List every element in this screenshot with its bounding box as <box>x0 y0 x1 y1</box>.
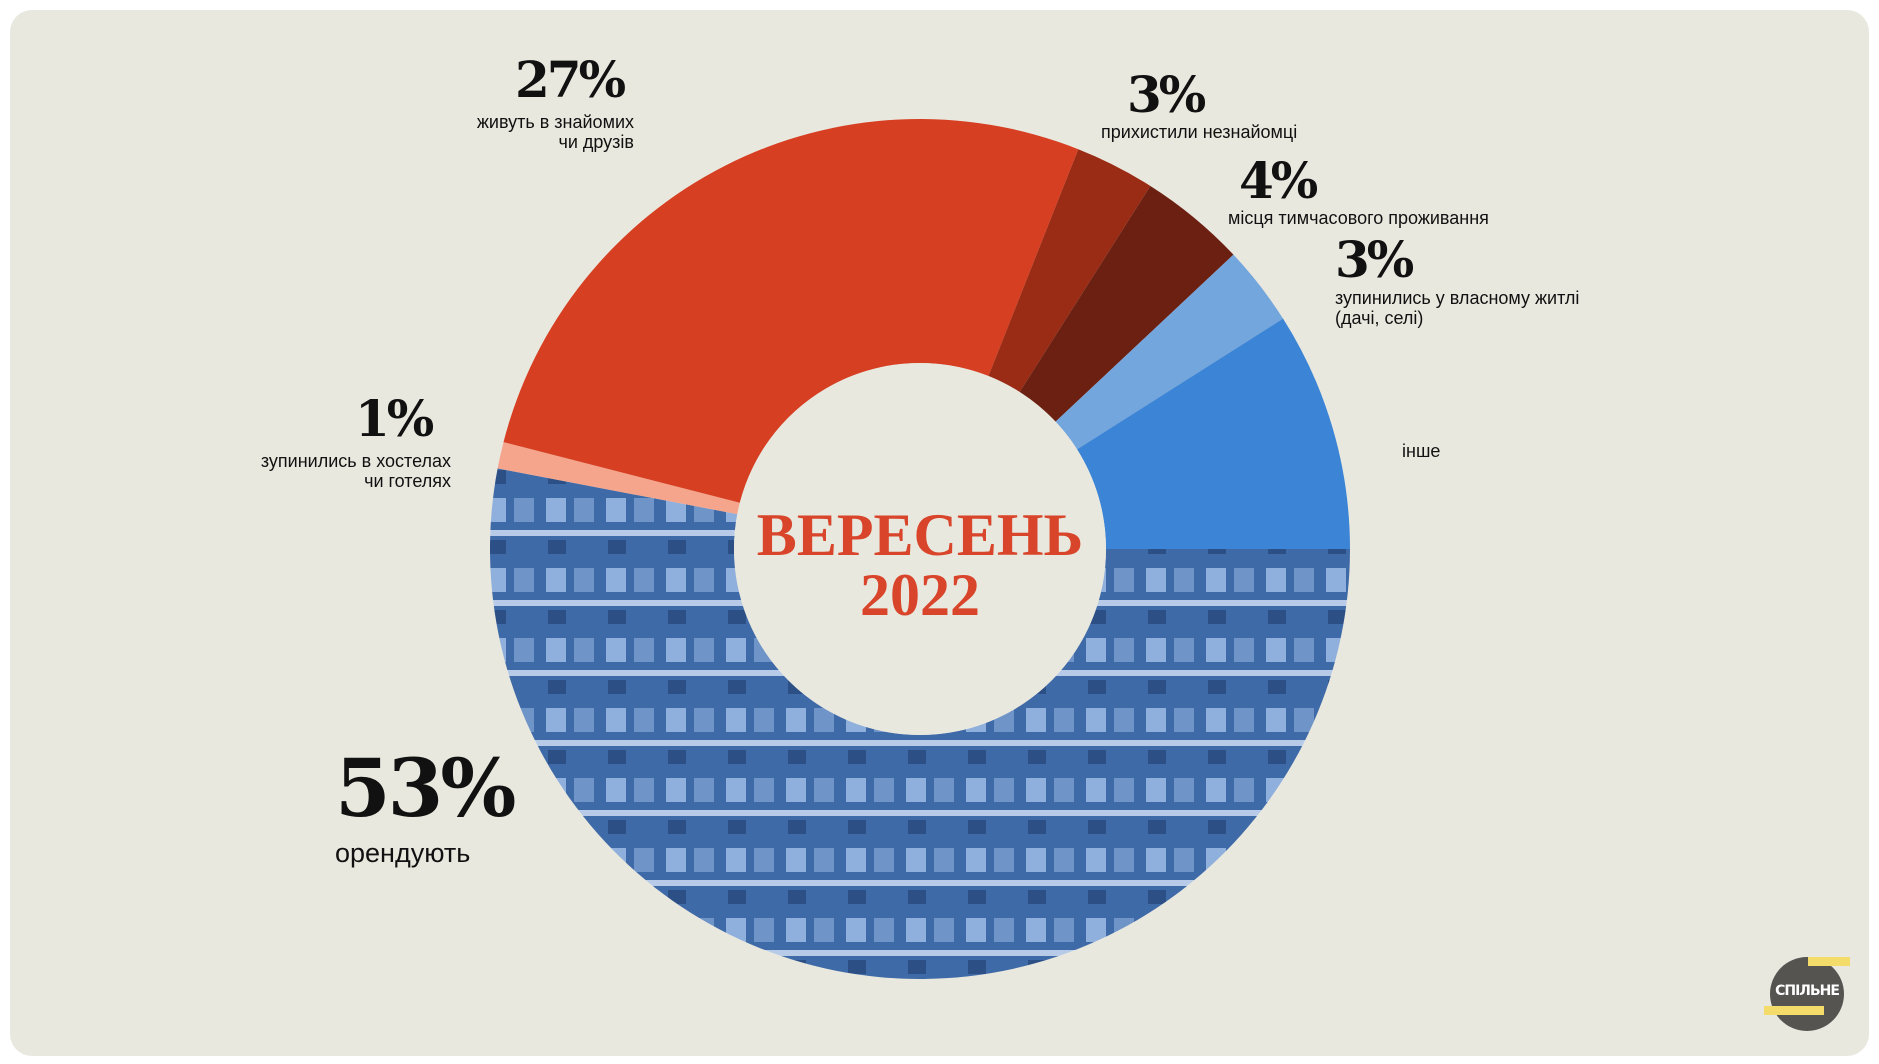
label-line: зупинились в хостелах <box>260 451 451 471</box>
category-label-own-housing: зупинились у власному житлі (дачі, селі) <box>1335 288 1579 328</box>
value-label-friends: 27% <box>515 50 626 109</box>
category-label-strangers: прихистили незнайомці <box>1101 122 1298 142</box>
slice-own-housing <box>1055 254 1284 450</box>
slice-friends <box>503 118 1079 503</box>
label-line: (дачі, селі) <box>1335 308 1424 328</box>
value-label-hostels: 1% <box>355 389 434 448</box>
label-line: зупинились у власному житлі <box>1335 288 1580 308</box>
category-label-friends: живуть в знайомих чи друзів <box>400 112 634 152</box>
value-label-temporary: 4% <box>1239 151 1318 210</box>
slice-other <box>1077 318 1350 549</box>
slice-strangers <box>988 149 1151 392</box>
slice-temporary <box>1019 185 1234 422</box>
category-label-other: інше <box>1402 441 1441 461</box>
value-label-rent: 53% <box>335 741 516 835</box>
category-label-hostels: зупинились в хостелах чи готелях <box>200 451 451 491</box>
chart-title: ВЕРЕСЕНЬ <box>756 502 1084 568</box>
label-line: живуть в знайомих <box>476 112 634 132</box>
slice-hostels <box>497 442 740 515</box>
spilne-logo: СПІЛЬНЕ <box>1764 957 1850 1031</box>
chart-subtitle: 2022 <box>860 562 980 628</box>
value-label-strangers: 3% <box>1127 65 1206 124</box>
logo-text: СПІЛЬНЕ <box>1775 983 1840 999</box>
category-label-temporary: місця тимчасового проживання <box>1228 208 1489 228</box>
label-line: чи готелях <box>364 471 451 491</box>
donut-hole <box>734 363 1106 735</box>
value-label-own-housing: 3% <box>1335 230 1414 289</box>
slice-rent <box>489 468 1350 979</box>
label-line: чи друзів <box>558 132 634 152</box>
category-label-rent: орендують <box>335 838 471 868</box>
